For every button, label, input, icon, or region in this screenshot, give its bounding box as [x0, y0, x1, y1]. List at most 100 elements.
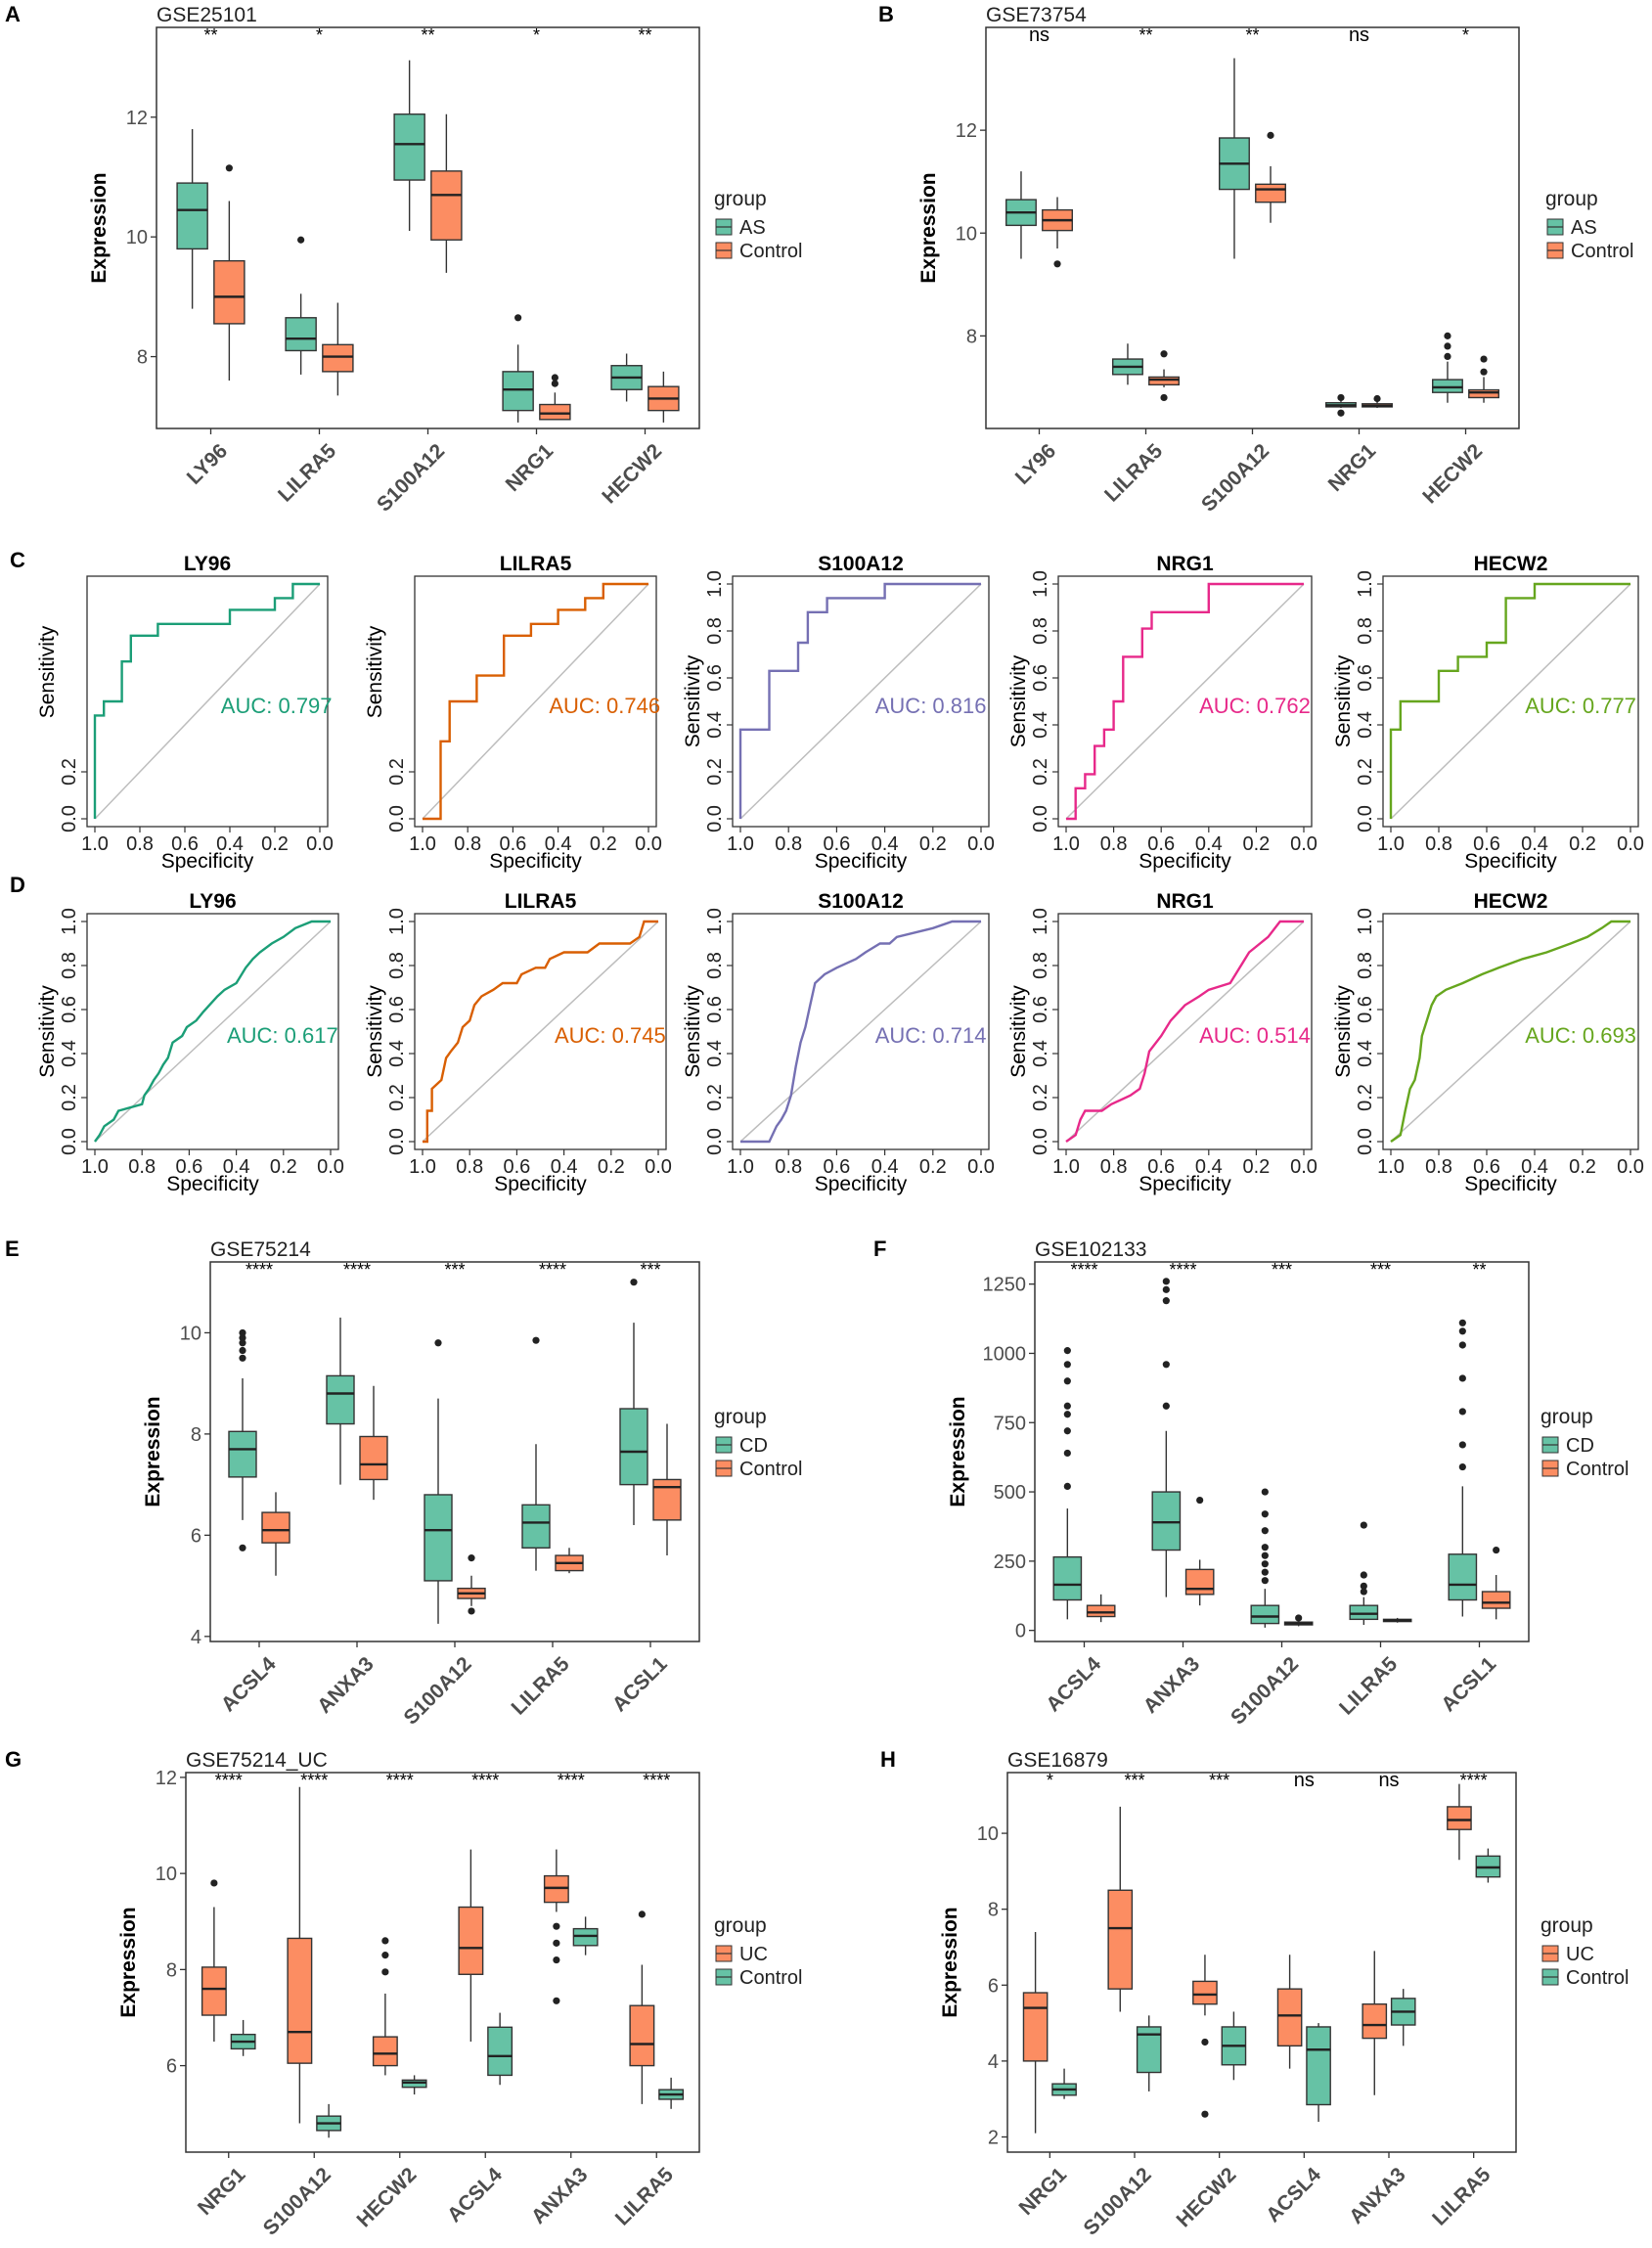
box-H-xtick-label: NRG1 [1015, 2163, 1072, 2220]
box-H-outlier [1201, 2110, 1209, 2118]
box-B-legend-label: AS [1571, 217, 1597, 239]
roc-D-lilra5-ytick-label: 0.6 [386, 996, 408, 1023]
box-A-outlier [551, 380, 558, 387]
box-F-outlier [1063, 1347, 1071, 1355]
roc-D-nrg1-xtick-label: 0.8 [1100, 1156, 1128, 1178]
box-E-legend-title: group [714, 1406, 767, 1428]
roc-C-hecw2-frame [1382, 575, 1639, 828]
box-G-box [287, 1937, 313, 2064]
roc-D-lilra5-roc-curve [423, 920, 658, 1144]
box-H-box [1022, 1992, 1049, 2062]
box-B-box [1468, 388, 1499, 399]
box-F-ytick-label: 0 [1015, 1621, 1026, 1642]
box-H-xtick-label: HECW2 [1172, 2163, 1240, 2231]
roc-D-ly96-ytick-label: 0.6 [59, 996, 80, 1023]
box-F-panel-letter: F [873, 1236, 886, 1261]
roc-D-lilra5-ytick-label: 1.0 [386, 908, 408, 935]
box-F-significance: **** [1169, 1260, 1196, 1280]
box-B-ylabel: Expression [917, 172, 940, 283]
box-F-title: GSE102133 [1035, 1238, 1146, 1261]
box-F-outlier [1493, 1546, 1500, 1554]
box-G-box [458, 1906, 484, 1975]
box-F-outlier [1261, 1488, 1269, 1496]
roc-C-nrg1-ytick-label: 0.6 [1030, 664, 1051, 692]
box-A-legend-label: Control [739, 241, 802, 262]
roc-D-nrg1-roc-curve [1065, 920, 1304, 1143]
box-H-ylabel: Expression [939, 1907, 961, 2017]
box-A-box [539, 403, 571, 421]
box-G-outlier [638, 1911, 646, 1918]
box-A-xtick-label: HECW2 [598, 439, 666, 508]
roc-D-lilra5-xtick-label: 0.6 [503, 1156, 530, 1178]
box-B-significance: ** [1245, 25, 1259, 45]
box-F-outlier [1063, 1377, 1071, 1385]
box-A-xtick-label: LY96 [183, 439, 232, 488]
box-E-ytick-label: 8 [191, 1424, 201, 1446]
box-E-box [228, 1430, 257, 1478]
box-F-outlier [1261, 1544, 1269, 1551]
box-F-outlier [1261, 1577, 1269, 1585]
roc-D-lilra5-diagonal [422, 921, 659, 1143]
box-G-xtick-label: S100A12 [259, 2163, 335, 2239]
roc-C-nrg1-ytick-label: 0.0 [1030, 805, 1051, 832]
roc-D-ly96-ylabel: Sensitivity [36, 985, 59, 1078]
box-G-xtick-label: LILRA5 [611, 2163, 678, 2229]
roc-C-lilra5-roc-curve [423, 582, 648, 821]
box-B-outlier [1337, 393, 1345, 402]
box-E-title: GSE75214 [210, 1238, 311, 1261]
box-G-ytick-label: 10 [156, 1864, 177, 1885]
box-G-ytick-label: 6 [166, 2056, 177, 2078]
roc-D-lilra5-ytick-label: 0.0 [386, 1128, 408, 1155]
roc-C-lilra5-auc-label: AUC: 0.746 [549, 694, 660, 718]
box-F-outlier [1458, 1341, 1466, 1349]
roc-C-s100a12-xtick-label: 0.4 [871, 833, 899, 855]
box-F-outlier [1360, 1582, 1367, 1590]
box-G-title: GSE75214_UC [186, 1749, 328, 1772]
roc-C-hecw2-ylabel: Sensitivity [1332, 654, 1355, 747]
box-F-xtick-label: ANXA3 [1139, 1652, 1205, 1718]
roc-C-s100a12-auc-label: AUC: 0.816 [875, 694, 987, 718]
roc-C-nrg1-xtick-label: 0.8 [1100, 833, 1128, 855]
roc-D-nrg1-xlabel: Specificity [1139, 1173, 1231, 1195]
roc-D-ly96-ytick-label: 0.0 [59, 1128, 80, 1155]
box-E-ylabel: Expression [142, 1396, 164, 1506]
box-B-significance: * [1462, 25, 1469, 45]
box-F-outlier [1360, 1521, 1367, 1529]
box-E-outlier [239, 1334, 246, 1342]
roc-D-ly96-ytick-label: 0.4 [59, 1040, 80, 1067]
box-F-ytick-label: 250 [994, 1551, 1026, 1573]
roc-D-nrg1-title: NRG1 [1156, 890, 1214, 913]
box-F-outlier [1063, 1411, 1071, 1418]
box-B-outlier [1160, 350, 1168, 358]
roc-D-nrg1-ytick-label: 0.4 [1030, 1040, 1051, 1067]
roc-C-lilra5-title: LILRA5 [500, 553, 572, 575]
roc-D-s100a12-xtick-label: 1.0 [727, 1156, 754, 1178]
roc-D-ly96-auc-label: AUC: 0.617 [227, 1023, 338, 1048]
roc-C-ly96-xtick-label: 0.6 [171, 833, 199, 855]
box-E-significance: *** [640, 1260, 660, 1280]
roc-D-nrg1-ytick-label: 0.0 [1030, 1128, 1051, 1155]
box-F-outlier [1063, 1427, 1071, 1435]
roc-C-panel-letter: C [10, 548, 25, 572]
roc-D-s100a12-xtick-label: 0.8 [775, 1156, 802, 1178]
roc-C-lilra5-diagonal [422, 583, 649, 820]
box-B-box [1255, 183, 1286, 203]
roc-C-hecw2-title: HECW2 [1474, 553, 1548, 575]
box-A-panel-letter: A [5, 2, 21, 26]
roc-D-lilra5-title: LILRA5 [505, 890, 577, 913]
box-F-box [1448, 1553, 1478, 1601]
roc-C-s100a12-ytick-label: 0.6 [704, 664, 726, 692]
roc-C-s100a12-roc-curve [738, 582, 981, 819]
box-B-outlier [1337, 409, 1345, 417]
roc-C-s100a12-ytick-label: 0.4 [704, 711, 726, 739]
roc-C-hecw2-xtick-label: 0.0 [1617, 833, 1644, 855]
box-A-legend-label: AS [739, 217, 766, 239]
box-H-title: GSE16879 [1007, 1749, 1108, 1772]
box-F-box [1151, 1491, 1182, 1551]
box-F-significance: **** [1070, 1260, 1097, 1280]
box-B-outlier [1160, 393, 1168, 402]
box-A-xtick-label: S100A12 [373, 439, 449, 516]
box-E-outlier [630, 1279, 638, 1286]
box-A-significance: ** [203, 25, 217, 45]
roc-C-hecw2-xtick-label: 1.0 [1377, 833, 1405, 855]
